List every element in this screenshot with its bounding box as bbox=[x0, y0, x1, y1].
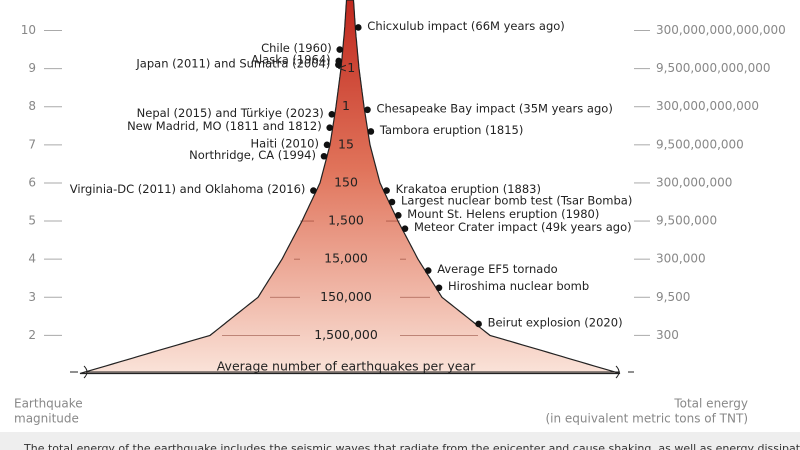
frequency-label: 1,500,000 bbox=[314, 327, 378, 342]
baseline bbox=[70, 365, 634, 379]
event-dot bbox=[388, 198, 396, 206]
event-dot bbox=[355, 24, 362, 31]
y-tick-label: 6 bbox=[28, 175, 36, 189]
event-dot bbox=[401, 225, 409, 232]
left-axis-title: Earthquake bbox=[14, 397, 83, 411]
base-label: Average number of earthquakes per year bbox=[217, 359, 476, 374]
event-dot bbox=[383, 187, 390, 194]
event-dot bbox=[367, 128, 375, 135]
event-dot bbox=[335, 61, 342, 69]
y2-tick-label: 9,500,000,000 bbox=[656, 137, 744, 151]
y-tick-label: 9 bbox=[28, 61, 36, 75]
right-axis-title: (in equivalent metric tons of TNT) bbox=[545, 412, 748, 426]
left-axis: 2 3 4 5 6 7 8 9 10 bbox=[21, 23, 62, 342]
right-axis-title: Total energy bbox=[673, 397, 748, 411]
event-label: Alaska (1964) bbox=[251, 52, 331, 66]
event-label: Hiroshima nuclear bomb bbox=[448, 279, 589, 293]
event-label: Chicxulub impact (66M years ago) bbox=[367, 19, 564, 33]
left-axis-title: magnitude bbox=[14, 412, 79, 426]
event-label: Nepal (2015) and Türkiye (2023) bbox=[137, 106, 324, 120]
event-label: Chile (1960) bbox=[261, 41, 332, 55]
frequency-label: 1,500 bbox=[328, 213, 364, 228]
y2-tick-label: 9,500 bbox=[656, 290, 690, 304]
event-label: Beirut explosion (2020) bbox=[488, 315, 623, 329]
event-label: Largest nuclear bomb test (Tsar Bomba) bbox=[401, 193, 632, 207]
y2-tick-label: 9,500,000,000,000 bbox=[656, 61, 771, 75]
event-label: New Madrid, MO (1811 and 1812) bbox=[127, 119, 322, 133]
y2-tick-label: 300 bbox=[656, 328, 679, 342]
y2-tick-label: 300,000 bbox=[656, 252, 706, 266]
event-dot bbox=[336, 46, 344, 53]
event-dot bbox=[326, 124, 334, 131]
y2-tick-label: 300,000,000 bbox=[656, 175, 732, 189]
footnote-band bbox=[0, 432, 800, 450]
event-label: Krakatoa eruption (1883) bbox=[396, 182, 541, 196]
y-tick-label: 10 bbox=[21, 23, 36, 37]
y-tick-label: 3 bbox=[28, 290, 36, 304]
event-dot bbox=[435, 284, 443, 292]
frequency-label: 150 bbox=[334, 174, 358, 189]
y-tick-label: 8 bbox=[28, 99, 36, 113]
y-tick-label: 2 bbox=[28, 328, 36, 342]
event-label: Chesapeake Bay impact (35M years ago) bbox=[376, 101, 612, 115]
event-dot bbox=[395, 212, 402, 219]
y2-tick-label: 9,500,000 bbox=[656, 214, 717, 228]
event-label: Tambora eruption (1815) bbox=[379, 123, 523, 137]
y-tick-label: 7 bbox=[28, 137, 36, 151]
event-dot bbox=[364, 106, 371, 114]
event-dot bbox=[323, 141, 331, 149]
right-axis: 300,000,000,000,000 9,500,000,000,000 300,… bbox=[634, 23, 786, 342]
event-dot bbox=[424, 267, 432, 274]
event-label: Average EF5 tornado bbox=[437, 262, 557, 276]
event-dot bbox=[328, 111, 336, 118]
footnote: The total energy of the earthquake inclu… bbox=[23, 442, 800, 450]
y2-tick-label: 300,000,000,000 bbox=[656, 99, 759, 113]
event-label: Meteor Crater impact (49k years ago) bbox=[414, 220, 632, 234]
event-dot bbox=[320, 152, 328, 160]
events: Chile (1960)Alaska (1964)Japan (2011) an… bbox=[70, 19, 633, 330]
event-dot bbox=[475, 320, 482, 328]
event-label: Japan (2011) and Sumatra (2004) bbox=[135, 56, 330, 70]
event-label: Northridge, CA (1994) bbox=[189, 148, 316, 162]
event-label: Mount St. Helens eruption (1980) bbox=[407, 207, 599, 221]
frequency-label: 15 bbox=[338, 136, 354, 151]
y-tick-label: 5 bbox=[28, 214, 36, 228]
funnel bbox=[79, 0, 621, 375]
y-tick-label: 4 bbox=[28, 252, 36, 266]
event-label: Virginia-DC (2011) and Oklahoma (2016) bbox=[70, 182, 306, 196]
frequency-label: 15,000 bbox=[324, 251, 368, 266]
frequency-label: 1 bbox=[342, 98, 350, 113]
event-label: Haiti (2010) bbox=[251, 136, 320, 150]
event-dot bbox=[310, 187, 317, 194]
y2-tick-label: 300,000,000,000,000 bbox=[656, 23, 786, 37]
frequency-label: 150,000 bbox=[320, 289, 372, 304]
